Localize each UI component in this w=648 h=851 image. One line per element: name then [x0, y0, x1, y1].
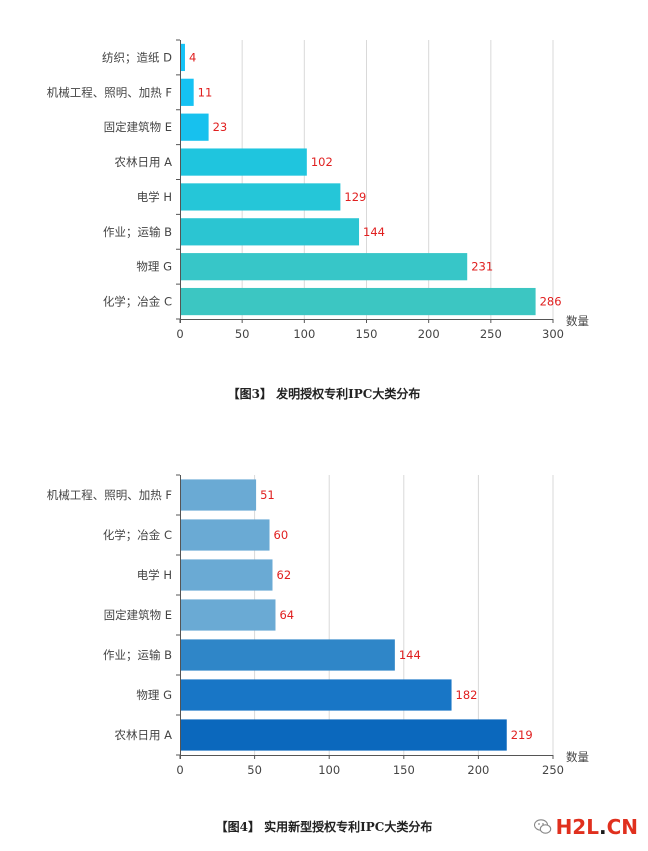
- data-label: 286: [540, 295, 562, 309]
- caption-fig4: 【图4】 实用新型授权专利IPC大类分布: [215, 820, 433, 834]
- data-label: 182: [456, 688, 478, 702]
- category-label: 电学 H: [137, 568, 172, 582]
- category-label: 机械工程、照明、加热 F: [47, 488, 172, 502]
- category-label: 机械工程、照明、加热 F: [47, 85, 172, 99]
- category-label: 固定建筑物 E: [104, 608, 172, 622]
- x-tick-label: 250: [542, 763, 564, 777]
- category-label: 固定建筑物 E: [104, 120, 172, 134]
- x-tick-label: 200: [467, 763, 489, 777]
- category-label: 电学 H: [137, 190, 172, 204]
- category-label: 纺织；造纸 D: [102, 50, 172, 64]
- chart-ipc-utility: 机械工程、照明、加热 F 51 化学；冶金 C 60 电学 H 62 固定建筑物 E 64 作业…: [47, 474, 589, 777]
- data-label: 102: [311, 155, 333, 169]
- category-label: 农林日用 A: [114, 728, 172, 742]
- h2l-watermark-logo: H2L.CN: [555, 815, 638, 839]
- data-label: 51: [260, 488, 275, 502]
- x-tick-label: 150: [356, 327, 378, 341]
- data-label: 144: [399, 648, 421, 662]
- data-label: 23: [213, 120, 228, 134]
- data-label: 231: [471, 260, 493, 274]
- x-tick-label: 100: [293, 327, 315, 341]
- bar: [181, 639, 395, 671]
- bar: [181, 479, 257, 511]
- data-label: 4: [189, 50, 196, 64]
- bar: [181, 519, 270, 551]
- x-tick-label: 150: [393, 763, 415, 777]
- data-label: 11: [198, 85, 213, 99]
- data-label: 144: [363, 225, 385, 239]
- category-label: 物理 G: [136, 260, 172, 274]
- data-label: 64: [279, 608, 294, 622]
- bar: [181, 719, 507, 751]
- category-label: 化学；冶金 C: [103, 528, 172, 542]
- chart-ipc-invention: 纺织；造纸 D 4 机械工程、照明、加热 F 11 固定建筑物 E 23 农林日用 A 102…: [47, 39, 589, 341]
- category-label: 作业；运输 B: [103, 648, 172, 662]
- x-tick-label: 0: [176, 763, 183, 777]
- bar: [181, 253, 468, 281]
- caption-fig3: 【图3】 发明授权专利IPC大类分布: [227, 387, 421, 401]
- bar: [181, 113, 209, 141]
- category-label: 物理 G: [136, 688, 172, 702]
- data-label: 219: [511, 728, 533, 742]
- bar: [181, 287, 536, 316]
- x-tick-label: 200: [418, 327, 440, 341]
- x-tick-label: 300: [542, 327, 564, 341]
- bar: [181, 78, 194, 106]
- x-tick-label: 250: [480, 327, 502, 341]
- x-tick-label: 50: [235, 327, 250, 341]
- bar: [181, 218, 360, 246]
- x-axis-title: 数量: [566, 314, 589, 328]
- category-label: 农林日用 A: [114, 155, 172, 169]
- x-tick-label: 100: [318, 763, 340, 777]
- bar: [181, 43, 185, 72]
- wechat-icon: [534, 819, 552, 834]
- data-label: 60: [274, 528, 289, 542]
- data-label: 129: [344, 190, 366, 204]
- x-tick-label: 0: [176, 327, 183, 341]
- bar: [181, 679, 452, 711]
- bar: [181, 183, 341, 211]
- x-tick-label: 50: [247, 763, 262, 777]
- bar: [181, 559, 273, 591]
- data-label: 62: [277, 568, 292, 582]
- bar: [181, 148, 307, 176]
- category-label: 作业；运输 B: [103, 225, 172, 239]
- x-axis-title: 数量: [566, 750, 589, 764]
- bar: [181, 599, 276, 631]
- category-label: 化学；冶金 C: [103, 295, 172, 309]
